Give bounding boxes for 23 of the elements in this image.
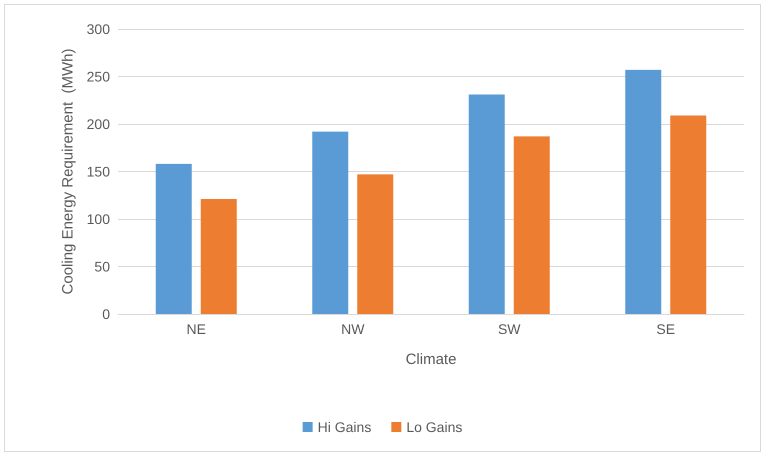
y-tick-label: 100 — [86, 211, 110, 227]
y-tick-label: 300 — [86, 21, 110, 37]
x-tick-label: SW — [498, 321, 522, 337]
y-axis-title: Cooling Energy Requirement (MWh) — [60, 48, 77, 294]
bar — [200, 199, 237, 314]
x-tick-label: NE — [186, 321, 206, 337]
bar — [156, 164, 192, 314]
bar — [625, 70, 662, 314]
bar — [312, 132, 348, 314]
y-tick-label: 250 — [86, 68, 110, 84]
y-tick-label: 150 — [86, 164, 110, 180]
x-tick-label: SE — [656, 321, 676, 337]
y-tick-label: 200 — [86, 116, 110, 132]
bar — [514, 136, 550, 314]
x-tick-label: NW — [341, 321, 366, 337]
legend-label: Hi Gains — [318, 419, 372, 435]
bar — [468, 94, 505, 314]
y-tick-label: 0 — [102, 306, 110, 322]
y-tick-label: 50 — [94, 258, 110, 274]
bar — [670, 115, 706, 314]
legend-label: Lo Gains — [406, 419, 462, 435]
x-axis-title: Climate — [406, 351, 456, 368]
bar — [357, 174, 394, 314]
